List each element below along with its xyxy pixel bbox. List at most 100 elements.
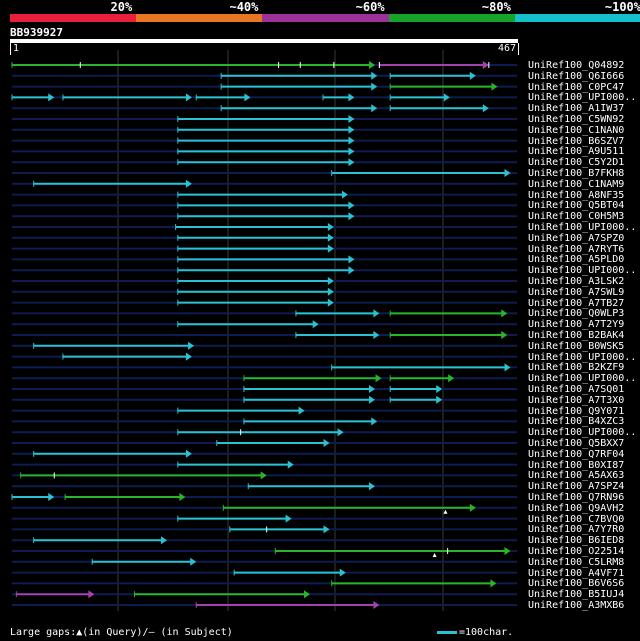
hit-label[interactable]: UniRef100_A7RYT6	[528, 243, 625, 255]
hit-label[interactable]: UniRef100_Q7RN96	[528, 492, 625, 503]
hit-label[interactable]: UniRef100_A3MXB6	[528, 600, 625, 611]
hit-segment-arrow	[491, 82, 498, 91]
hit-label[interactable]: UniRef100_A7SPZ4	[528, 481, 625, 493]
hit-label[interactable]: UniRef100_B6IED8	[528, 535, 625, 547]
hit-label[interactable]: UniRef100_C5Y2D1	[528, 157, 625, 169]
hit-label[interactable]: UniRef100_A7SQ01	[528, 384, 625, 395]
hit-label[interactable]: UniRef100_A7T3X0	[528, 394, 625, 406]
hit-segment-arrow	[323, 525, 330, 534]
hit-label[interactable]: UniRef100_UPI000..	[528, 427, 637, 439]
hit-segment-arrow	[348, 158, 355, 167]
hit-label[interactable]: UniRef100_A1IW37	[528, 103, 625, 115]
hit-label[interactable]: UniRef100_B6SZV7	[528, 135, 625, 147]
scale-label-1: 20%	[110, 0, 133, 14]
hit-segment-arrow	[348, 125, 355, 134]
coverage-scale: 20% ~40% ~60% ~80% ~100%	[0, 0, 640, 28]
hit-segment-arrow	[373, 331, 380, 339]
hit-segment-arrow	[348, 212, 355, 221]
hit-segment-arrow	[448, 374, 455, 383]
hit-segment-arrow	[373, 309, 380, 318]
hit-label[interactable]: UniRef100_Q04892	[528, 60, 625, 71]
hit-label[interactable]: UniRef100_Q0WLP3	[528, 308, 625, 320]
hit-segment-arrow	[327, 244, 334, 253]
hit-label[interactable]: UniRef100_UPI000..	[528, 351, 637, 363]
hit-segment-arrow	[504, 547, 511, 555]
scale-bar-5	[514, 14, 640, 22]
hit-label[interactable]: UniRef100_Q9Y071	[528, 405, 625, 417]
hit-label[interactable]: UniRef100_A3LSK2	[528, 276, 625, 287]
hit-label[interactable]: UniRef100_A4VF71	[528, 567, 625, 579]
hit-segment-arrow	[287, 460, 294, 469]
scale-swatch	[437, 630, 457, 634]
hit-label[interactable]: UniRef100_A5AX63	[528, 470, 625, 482]
query-end-label: 467	[484, 43, 519, 55]
hit-segment-arrow	[285, 514, 292, 523]
hit-segment-arrow	[327, 287, 334, 296]
hit-label[interactable]: UniRef100_UPI000..	[528, 265, 637, 277]
hit-segment-arrow	[185, 179, 192, 188]
hit-label[interactable]: UniRef100_Q7RF04	[528, 448, 625, 460]
hit-label[interactable]: UniRef100_C1NAN0	[528, 124, 625, 136]
hit-segment-arrow	[371, 104, 378, 113]
hit-segment-arrow	[185, 352, 192, 361]
hit-label[interactable]: UniRef100_O22514	[528, 546, 625, 557]
hit-label[interactable]: UniRef100_B2KZF9	[528, 362, 625, 374]
hit-label[interactable]: UniRef100_B6V6S6	[528, 578, 625, 590]
hit-label[interactable]: UniRef100_Q9AVH2	[528, 502, 625, 514]
hit-label[interactable]: UniRef100_A7TB27	[528, 297, 625, 309]
hit-segment-arrow	[190, 557, 197, 566]
scale-bar-1	[10, 14, 137, 22]
hit-label[interactable]: UniRef100_B7FKH8	[528, 168, 625, 179]
hit-label[interactable]: UniRef100_UPI000..	[528, 92, 637, 104]
scale-label-4: ~80%	[481, 0, 511, 14]
hit-label[interactable]: UniRef100_A7SPZ0	[528, 232, 625, 244]
hit-segment-arrow	[48, 93, 55, 102]
hit-segment-arrow	[244, 93, 251, 102]
hit-segment-arrow	[482, 104, 489, 113]
scale-legend: =100char.	[437, 627, 513, 639]
hit-segment-arrow	[369, 385, 376, 393]
hit-segment-arrow	[312, 320, 319, 329]
hit-label[interactable]: UniRef100_A7T2Y9	[528, 319, 625, 331]
hit-label[interactable]: UniRef100_B4XZC3	[528, 416, 625, 428]
hit-segment-arrow	[469, 503, 476, 512]
hit-label[interactable]: UniRef100_C0H5M3	[528, 211, 625, 223]
hit-label[interactable]: UniRef100_C5LRM8	[528, 556, 625, 568]
hit-label[interactable]: UniRef100_A8NF35	[528, 189, 625, 201]
hit-label[interactable]: UniRef100_UPI000..	[528, 373, 637, 385]
hit-label[interactable]: UniRef100_B0XI87	[528, 459, 625, 471]
hit-segment-arrow	[348, 201, 355, 210]
scale-bar-4	[388, 14, 516, 22]
hit-label[interactable]: UniRef100_B5IUJ4	[528, 589, 625, 601]
hit-label[interactable]: UniRef100_A7SWL9	[528, 286, 625, 298]
hit-label[interactable]: UniRef100_Q5BXX7	[528, 438, 625, 449]
hit-segment-arrow	[504, 169, 511, 177]
hit-label[interactable]: UniRef100_C7BVQ0	[528, 513, 625, 525]
hit-segment-arrow	[482, 61, 489, 69]
scale-bar-3	[262, 14, 390, 22]
hit-segment-arrow	[501, 309, 508, 318]
hit-segment-arrow	[348, 266, 355, 275]
hit-label[interactable]: UniRef100_A5PLD0	[528, 254, 625, 266]
hit-label[interactable]: UniRef100_C1NAM9	[528, 178, 625, 190]
hit-label[interactable]: UniRef100_A7Y7R0	[528, 524, 625, 536]
hit-segment-arrow	[327, 298, 334, 307]
hit-segment-arrow	[298, 406, 305, 415]
hit-label[interactable]: UniRef100_B0WSK5	[528, 340, 625, 352]
hit-segment-arrow	[369, 482, 376, 491]
hit-segment-arrow	[323, 439, 330, 447]
scale-label-3: ~60%	[355, 0, 385, 14]
hit-label[interactable]: UniRef100_A9U511	[528, 146, 625, 158]
hit-label[interactable]: UniRef100_C0PC47	[528, 81, 625, 93]
hit-segment-arrow	[371, 82, 378, 91]
hit-label[interactable]: UniRef100_UPI000..	[528, 222, 637, 233]
hit-segment-arrow	[348, 136, 355, 145]
hit-label[interactable]: UniRef100_Q6I666	[528, 70, 625, 82]
hit-label[interactable]: UniRef100_B2BAK4	[528, 330, 625, 341]
hit-label[interactable]: UniRef100_Q5BT04	[528, 200, 625, 212]
scale-bar-2	[136, 14, 263, 22]
hit-segment-arrow	[369, 395, 376, 404]
hit-segment-arrow	[188, 341, 195, 350]
query-bar	[10, 39, 518, 43]
hit-label[interactable]: UniRef100_C5WN92	[528, 114, 625, 125]
